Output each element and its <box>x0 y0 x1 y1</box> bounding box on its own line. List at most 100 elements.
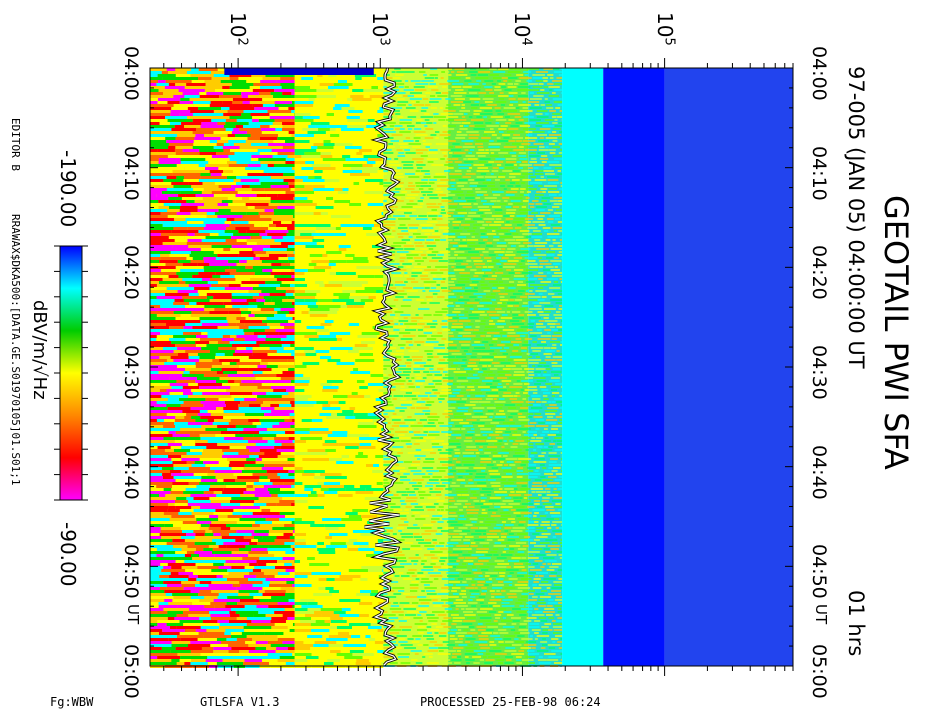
spectrogram-cell <box>347 119 368 122</box>
spectrogram-cell <box>477 224 482 226</box>
spectrogram-cell <box>560 281 563 283</box>
spectrogram-cell <box>530 452 538 454</box>
spectrogram-cell <box>400 518 407 520</box>
spectrogram-cell <box>383 347 397 349</box>
spectrogram-cell <box>188 395 205 398</box>
spectrogram-cell <box>440 455 452 457</box>
spectrogram-cell <box>370 188 384 191</box>
spectrogram-cell <box>241 95 249 98</box>
spectrogram-cell <box>466 191 474 193</box>
spectrogram-cell <box>310 227 316 230</box>
spectrogram-cell <box>534 512 539 514</box>
spectrogram-cell <box>513 488 518 490</box>
spectrogram-cell <box>383 140 388 142</box>
spectrogram-cell <box>431 335 443 337</box>
spectrogram-cell <box>294 437 301 440</box>
spectrogram-cell <box>503 440 507 442</box>
spectrogram-cell <box>150 458 172 461</box>
spectrogram-cell <box>519 194 524 196</box>
spectrogram-cell <box>548 134 562 136</box>
spectrogram-cell <box>273 164 295 167</box>
spectrogram-cell <box>546 272 551 274</box>
spectrogram-cell <box>526 353 530 355</box>
spectrogram-cell <box>294 350 305 353</box>
spectrogram-cell <box>181 443 196 446</box>
spectrogram-cell <box>243 329 265 332</box>
spectrogram-cell <box>453 215 465 217</box>
spectrogram-cell <box>294 83 313 86</box>
spectrogram-cell <box>455 467 469 469</box>
spectrogram-cell <box>235 425 257 428</box>
spectrogram-cell <box>451 191 464 193</box>
spectrogram-cell <box>352 509 369 512</box>
spectrogram-cell <box>484 95 494 97</box>
spectrogram-cell <box>481 512 488 514</box>
spectrogram-cell <box>294 419 302 422</box>
spectrogram-cell <box>236 269 263 272</box>
spectrogram-cell <box>510 200 521 202</box>
spectrogram-cell <box>441 197 453 199</box>
spectrogram-cell <box>359 209 377 212</box>
spectrogram-cell <box>150 359 167 362</box>
spectrogram-cell <box>190 314 215 317</box>
spectrogram-cell <box>327 116 347 119</box>
spectrogram-cell <box>438 119 446 121</box>
spectrogram-cell <box>389 125 395 127</box>
spectrogram-cell <box>412 485 423 487</box>
spectrogram-cell <box>150 164 177 167</box>
spectrogram-cell <box>307 398 330 401</box>
spectrogram-cell <box>326 416 346 419</box>
spectrogram-cell <box>435 266 448 268</box>
spectrogram-cell <box>532 302 539 304</box>
spectrogram-cell <box>204 308 215 311</box>
spectrogram-cell <box>526 404 533 406</box>
spectrogram-cell <box>417 422 422 424</box>
spectrogram-cell <box>205 236 231 239</box>
spectrogram-cell <box>487 479 496 481</box>
spectrogram-cell <box>459 272 470 274</box>
spectrogram-cell <box>507 389 517 391</box>
spectrogram-cell <box>549 443 556 445</box>
spectrogram-cell <box>532 482 543 484</box>
spectrogram-cell <box>541 452 547 454</box>
spectrogram-cell <box>509 419 513 421</box>
spectrogram-cell <box>333 344 355 347</box>
spectrogram-cell <box>294 332 318 335</box>
spectrogram-cell <box>150 182 172 185</box>
spectrogram-cell <box>175 137 195 140</box>
spectrogram-cell <box>336 278 351 281</box>
spectrogram-cell <box>186 257 193 260</box>
spectrogram-cell <box>363 452 384 455</box>
spectrogram-cell <box>367 131 384 134</box>
spectrogram-cell <box>558 329 563 331</box>
spectrogram-cell <box>180 269 197 272</box>
spectrogram-cell <box>392 440 400 442</box>
spectrogram-cell <box>403 461 412 463</box>
spectrogram-cell <box>522 179 532 181</box>
spectrogram-cell <box>366 263 384 266</box>
spectrogram-cell <box>477 155 486 157</box>
spectrogram-cell <box>418 335 427 337</box>
spectrogram-cell <box>319 284 325 287</box>
spectrogram-cell <box>224 437 244 440</box>
spectrogram-cell <box>451 353 462 355</box>
spectrogram-cell <box>320 323 332 326</box>
spectrogram-cell <box>150 350 174 353</box>
spectrogram-cell <box>443 446 457 448</box>
spectrogram-cell <box>436 185 450 187</box>
spectrogram-cell <box>452 311 461 313</box>
spectrogram-cell <box>458 518 467 520</box>
spectrogram-cell <box>198 230 225 233</box>
spectrogram-cell <box>311 260 330 263</box>
spectrogram-cell <box>294 500 308 503</box>
spectrogram-cell <box>347 80 356 83</box>
spectrogram-cell <box>503 107 516 109</box>
spectrogram-cell <box>186 83 206 86</box>
spectrogram-cell <box>199 482 225 485</box>
spectrogram-cell <box>294 302 317 305</box>
spectrogram-cell <box>509 152 517 154</box>
spectrogram-cell <box>214 314 242 317</box>
spectrogram-cell <box>408 410 422 412</box>
spectrogram-cell <box>559 419 563 421</box>
spectrogram-cell <box>517 98 530 100</box>
